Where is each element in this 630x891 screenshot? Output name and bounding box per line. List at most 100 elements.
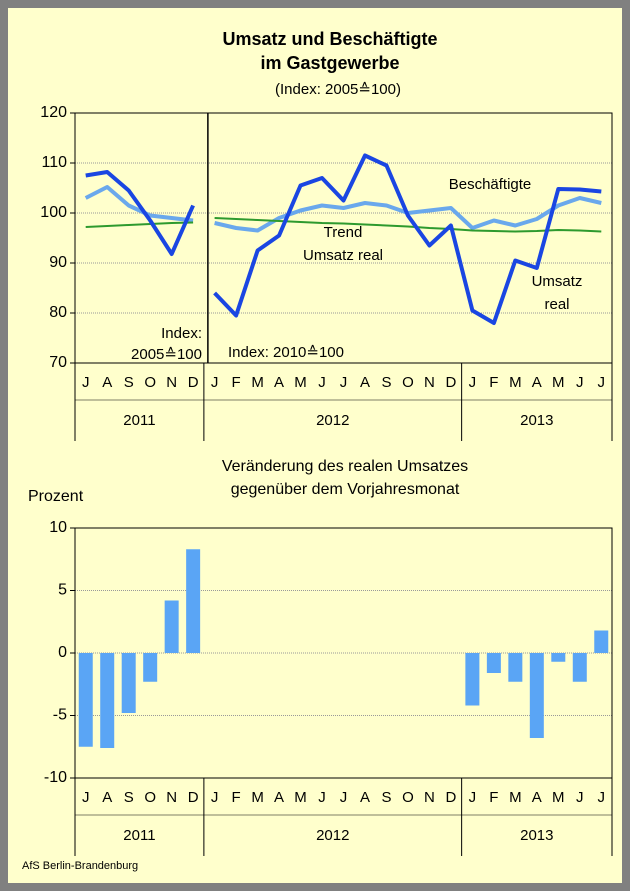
y-tick-label: -5 — [53, 707, 67, 724]
x-tick-label: N — [166, 789, 177, 806]
group-label: 2012 — [316, 412, 349, 429]
x-tick-label: J — [82, 789, 90, 806]
bar — [572, 653, 587, 682]
x-tick-label: J — [598, 374, 606, 391]
y-tick-label: 80 — [49, 304, 67, 321]
y-tick-label: -10 — [44, 769, 67, 786]
group-label: 2011 — [123, 412, 155, 429]
x-tick-label: M — [294, 789, 307, 806]
bar — [508, 653, 523, 682]
x-tick-label: M — [552, 374, 565, 391]
x-tick-label: J — [211, 374, 219, 391]
y-tick-label: 70 — [49, 354, 67, 371]
x-tick-label: J — [340, 789, 348, 806]
bar — [594, 630, 609, 653]
plot-area — [75, 113, 612, 363]
bar — [486, 653, 501, 673]
x-tick-label: O — [402, 374, 414, 391]
bar — [121, 653, 136, 713]
chart-title: Veränderung des realen Umsatzes — [222, 458, 468, 475]
x-tick-label: J — [211, 789, 219, 806]
x-tick-label: J — [469, 789, 477, 806]
x-tick-label: A — [360, 789, 370, 806]
bar — [465, 653, 480, 706]
y-axis-label: Prozent — [28, 488, 84, 505]
y-tick-label: 0 — [58, 644, 67, 661]
annotation: Beschäftigte — [449, 176, 532, 193]
x-tick-label: S — [381, 789, 391, 806]
bar — [164, 600, 179, 653]
bar — [78, 653, 93, 747]
series-line — [84, 185, 194, 223]
x-tick-label: J — [469, 374, 477, 391]
x-tick-label: F — [489, 789, 498, 806]
plot-border — [74, 112, 613, 364]
plot-border — [74, 527, 613, 779]
x-tick-label: M — [251, 374, 264, 391]
bar — [143, 653, 158, 682]
x-tick-label: J — [340, 374, 348, 391]
y-tick-label: 10 — [49, 519, 67, 536]
x-tick-label: D — [188, 374, 199, 391]
x-tick-label: O — [402, 789, 414, 806]
x-tick-label: M — [294, 374, 307, 391]
x-tick-label: M — [251, 789, 264, 806]
series-line — [85, 221, 194, 228]
x-tick-label: D — [445, 789, 456, 806]
chart-title: gegenüber dem Vorjahresmonat — [231, 481, 460, 498]
x-tick-label: F — [232, 789, 241, 806]
bar — [529, 653, 544, 738]
x-tick-label: J — [576, 789, 584, 806]
x-tick-label: D — [188, 789, 199, 806]
x-tick-label: S — [124, 374, 134, 391]
x-tick-label: M — [509, 789, 522, 806]
x-tick-label: A — [532, 374, 542, 391]
chart-subtitle: (Index: 2005≙100) — [275, 81, 401, 98]
x-tick-label: F — [232, 374, 241, 391]
chart-title: Umsatz und Beschäftigte — [222, 29, 437, 49]
x-tick-label: D — [445, 374, 456, 391]
x-tick-label: M — [552, 789, 565, 806]
x-tick-label: A — [274, 374, 284, 391]
annotation: 2005≙100 — [131, 346, 202, 363]
annotation: Index: 2010≙100 — [228, 344, 344, 361]
y-tick-label: 90 — [49, 254, 67, 271]
bar — [186, 549, 201, 653]
annotation: Trend — [324, 224, 363, 241]
series-line — [85, 170, 195, 256]
x-tick-label: J — [318, 374, 326, 391]
x-tick-label: N — [166, 374, 177, 391]
x-tick-label: O — [144, 789, 156, 806]
x-tick-label: A — [274, 789, 284, 806]
annotation: Umsatz real — [303, 247, 383, 264]
x-tick-label: S — [124, 789, 134, 806]
x-tick-label: A — [532, 789, 542, 806]
x-tick-label: A — [102, 789, 112, 806]
x-tick-label: M — [509, 374, 522, 391]
x-tick-label: J — [318, 789, 326, 806]
x-tick-label: A — [360, 374, 370, 391]
chart-title: im Gastgewerbe — [260, 53, 399, 73]
y-tick-label: 100 — [40, 204, 67, 221]
source: AfS Berlin-Brandenburg — [22, 860, 138, 872]
x-tick-label: J — [598, 789, 606, 806]
series-line — [214, 217, 602, 233]
series-line — [213, 153, 602, 325]
y-tick-label: 120 — [40, 104, 67, 121]
x-tick-label: N — [424, 789, 435, 806]
y-tick-label: 5 — [58, 582, 67, 599]
bar — [551, 653, 566, 662]
group-label: 2013 — [520, 412, 553, 429]
x-tick-label: A — [102, 374, 112, 391]
annotation: Index: — [161, 325, 202, 342]
group-label: 2013 — [520, 827, 553, 844]
group-label: 2012 — [316, 827, 349, 844]
x-tick-label: O — [144, 374, 156, 391]
x-tick-label: N — [424, 374, 435, 391]
annotation: real — [544, 296, 569, 313]
x-tick-label: F — [489, 374, 498, 391]
annotation: Umsatz — [532, 273, 583, 290]
x-tick-label: J — [576, 374, 584, 391]
